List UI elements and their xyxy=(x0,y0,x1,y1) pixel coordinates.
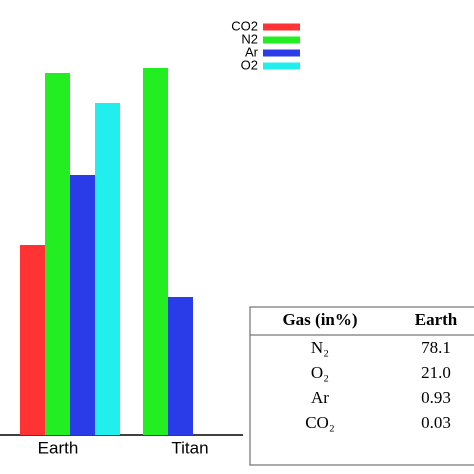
table-border xyxy=(249,306,474,466)
bar xyxy=(70,175,95,435)
table: Gas (in%) Earth N₂ 78.1 O₂ 21.0 Ar 0.93 CO₂ 0.03 xyxy=(249,306,474,466)
legend-label: N2 xyxy=(241,31,258,46)
table-cell: O₂ xyxy=(311,363,329,382)
table-cell: N₂ xyxy=(311,338,329,357)
legend-label: CO2 xyxy=(231,18,258,33)
bar xyxy=(95,103,120,435)
table-header: Earth xyxy=(415,310,458,329)
table-header: Gas (in%) xyxy=(282,310,357,329)
legend-label: O2 xyxy=(241,57,258,72)
x-tick-label: Earth xyxy=(38,438,79,457)
table-cell: Ar xyxy=(311,388,329,407)
legend-swatch xyxy=(263,49,300,57)
table-cell: 0.03 xyxy=(421,413,451,432)
table-cell: 78.1 xyxy=(421,338,451,357)
table-cell: 0.93 xyxy=(421,388,451,407)
legend-label: Ar xyxy=(245,44,259,59)
table-cell: 21.0 xyxy=(421,363,451,382)
legend-swatch xyxy=(263,23,300,31)
legend-swatch xyxy=(263,62,300,70)
table-cell: CO₂ xyxy=(305,413,335,432)
x-tick-label: Titan xyxy=(171,438,208,457)
bar xyxy=(143,68,168,435)
bar xyxy=(20,245,45,435)
legend-swatch xyxy=(263,36,300,44)
bar xyxy=(45,73,70,435)
bar xyxy=(168,297,193,435)
